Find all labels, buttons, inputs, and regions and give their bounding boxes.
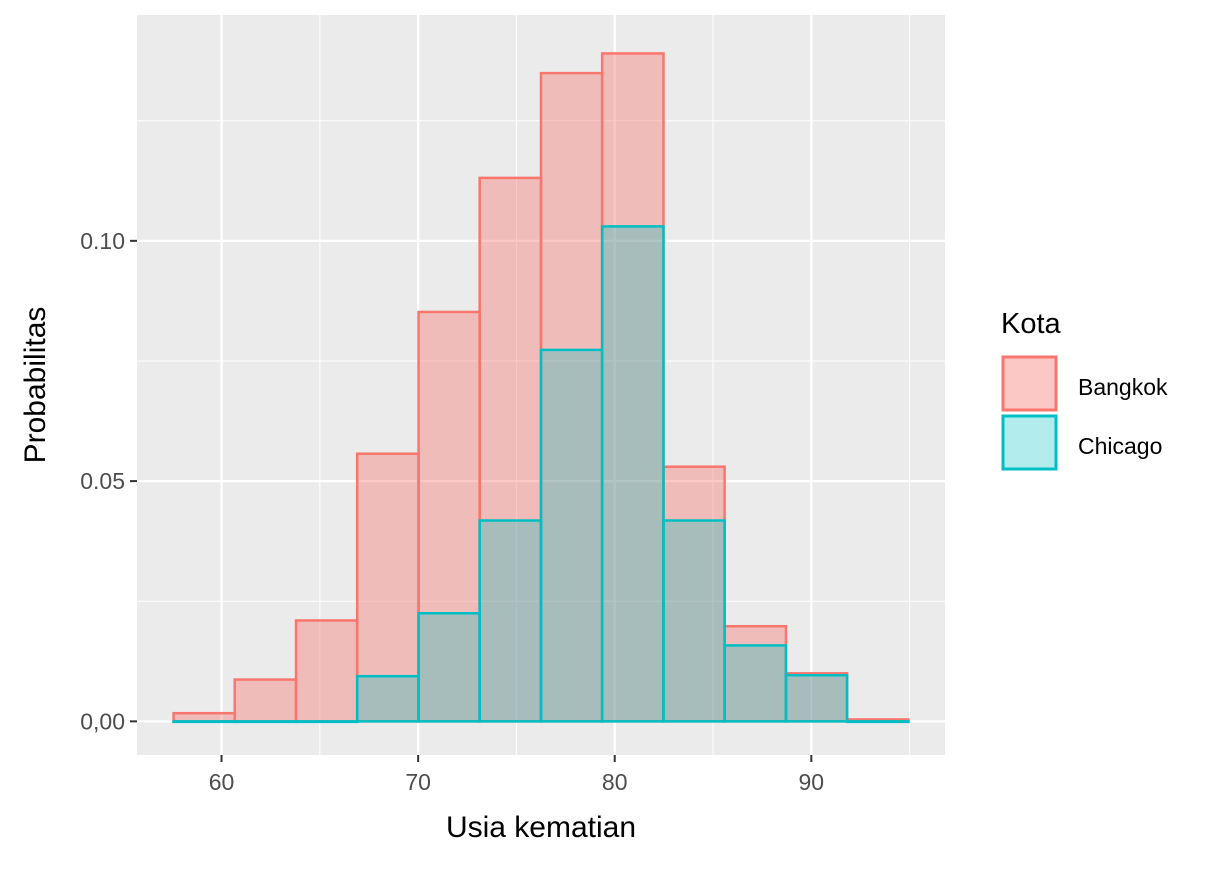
y-axis-label: Probabilitas [19,307,52,464]
legend-label-chicago: Chicago [1078,433,1162,459]
bar-chicago [845,720,910,724]
bar-bangkok [600,52,665,723]
x-tick-label: 70 [405,769,431,795]
legend-label-bangkok: Bangkok [1078,374,1168,400]
legend-key-bangkok [1001,355,1058,412]
bar-bangkok [478,176,543,723]
bar-chicago [600,225,665,723]
bar-chicago [723,644,788,723]
y-tick-label: 0,00 [80,708,125,734]
x-tick-label: 90 [799,769,825,795]
bar-bangkok [417,310,481,723]
bar-chicago [662,519,726,723]
bar-chicago [478,519,543,723]
y-tick-label: 0.10 [80,228,125,254]
bar-chicago [355,674,420,723]
bar-chicago [539,348,604,723]
bar-bangkok [723,624,788,723]
bar-chicago [417,611,481,723]
bar-bangkok [233,678,298,723]
legend: Kota Bangkok Chicago [1001,308,1168,471]
bar-chicago [172,720,236,724]
bar-chicago [233,720,298,724]
bar-chicago [294,720,359,724]
x-tick-label: 80 [602,769,628,795]
bar-bangkok [294,619,359,723]
x-tick-label: 60 [209,769,235,795]
legend-key-chicago [1001,414,1058,471]
bar-chicago [784,673,849,723]
x-axis-label: Usia kematian [446,811,636,844]
legend-title: Kota [1001,308,1062,340]
y-tick-label: 0.05 [80,468,125,494]
